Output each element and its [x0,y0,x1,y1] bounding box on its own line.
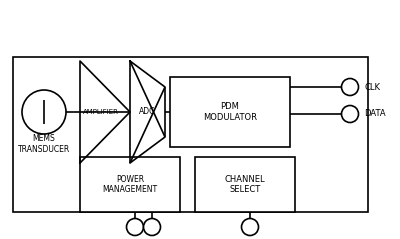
Circle shape [242,218,258,235]
Text: POWER
MANAGEMENT: POWER MANAGEMENT [102,175,158,194]
Circle shape [22,90,66,134]
Text: DATA: DATA [364,109,386,119]
Circle shape [126,218,144,235]
Text: ADC: ADC [139,108,156,116]
Text: PDM
MODULATOR: PDM MODULATOR [203,102,257,122]
Text: AMPLIFIER: AMPLIFIER [83,109,119,115]
Circle shape [342,78,358,96]
Text: MEMS
TRANSDUCER: MEMS TRANSDUCER [18,134,70,154]
Bar [170,77,290,147]
Circle shape [342,105,358,123]
Circle shape [144,218,160,235]
Bar [13,57,368,212]
Text: CHANNEL
SELECT: CHANNEL SELECT [225,175,265,194]
Text: CLK: CLK [364,82,380,92]
Bar [80,157,180,212]
Bar [195,157,295,212]
